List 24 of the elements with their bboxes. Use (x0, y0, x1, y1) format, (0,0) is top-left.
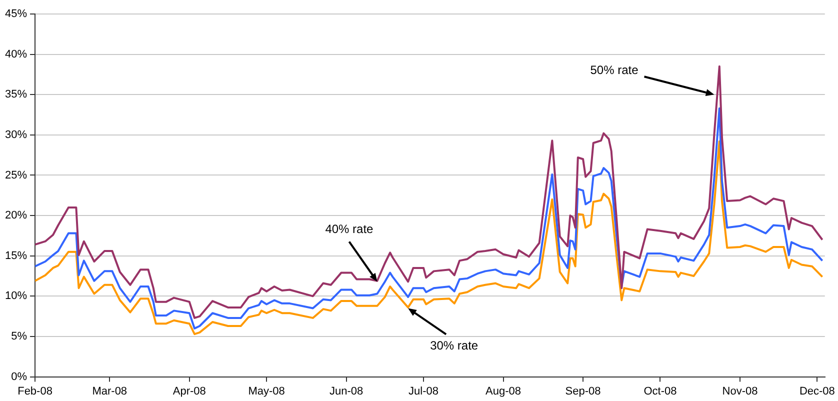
x-tick-label: Jun-08 (330, 385, 364, 398)
y-tick-label: 10% (4, 290, 28, 302)
y-tick-label: 15% (4, 250, 28, 262)
x-tick-label: Jul-08 (408, 385, 439, 398)
annotation: 50% rate (590, 62, 639, 77)
y-tick-label: 30% (4, 128, 28, 141)
annotation: 40% rate (325, 222, 374, 236)
y-tick-label: 20% (4, 210, 28, 222)
x-tick-label: Sep-08 (565, 385, 601, 398)
x-tick-label: Oct-08 (644, 385, 677, 398)
x-tick-label: Feb-08 (18, 385, 52, 398)
y-tick-label: 0% (11, 370, 28, 383)
y-tick-label: 5% (11, 330, 28, 343)
x-tick-label: May-08 (248, 385, 285, 398)
x-tick-label: Aug-08 (486, 385, 522, 398)
y-tick-label: 25% (4, 169, 28, 182)
annotation: 30% rate (430, 338, 478, 353)
x-tick-label: Mar-08 (92, 385, 128, 398)
y-tick-label: 40% (4, 48, 28, 60)
x-tick-label: Apr-08 (172, 385, 206, 398)
y-tick-label: 35% (4, 88, 28, 101)
x-tick-label: Dec-08 (799, 385, 835, 398)
y-tick-label: 45% (4, 8, 28, 20)
x-tick-label: Nov-08 (722, 385, 758, 398)
